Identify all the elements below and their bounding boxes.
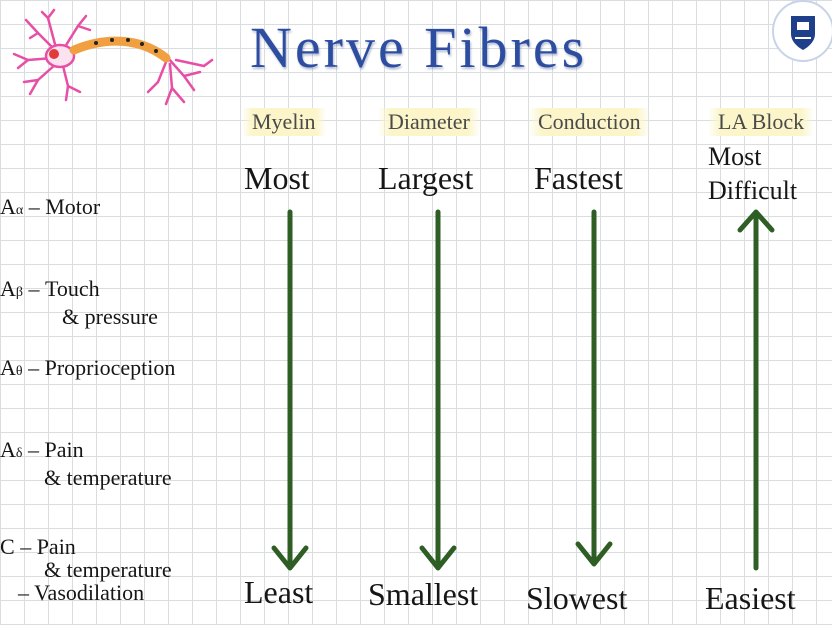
conduction-down-arrow [575, 209, 613, 567]
row-a-delta-prefix: A [0, 437, 16, 462]
column-header-myelin: Myelin [242, 108, 326, 136]
row-c-line3: – Vasodilation [18, 580, 145, 605]
row-a-theta-sub: θ [15, 364, 23, 379]
myelin-down-arrow [271, 209, 309, 571]
row-a-theta: Aθ – Proprioception [0, 356, 175, 384]
conduction-top-label: Fastest [534, 160, 623, 196]
row-a-alpha-line1: – Motor [28, 194, 101, 219]
row-a-beta-prefix: A [0, 276, 16, 301]
row-a-theta-line1: – Proprioception [28, 355, 176, 380]
myelin-bottom-label: Least [244, 574, 314, 610]
row-a-beta-sub: β [15, 285, 24, 300]
row-a-delta-line1: – Pain [28, 437, 84, 462]
row-a-beta-line2: & pressure [62, 304, 158, 329]
row-a-alpha-sub: α [15, 203, 24, 218]
conduction-bottom-label: Slowest [526, 580, 628, 616]
university-crest-logo [772, 0, 832, 62]
column-header-conduction: Conduction [528, 108, 651, 136]
row-c-line1: – Pain [20, 534, 76, 559]
row-a-delta-line2: & temperature [44, 465, 172, 490]
row-c-line2: & temperature [44, 557, 172, 582]
row-a-alpha-prefix: A [0, 194, 16, 219]
page-title: Nerve Fibres [250, 15, 588, 80]
myelin-top-label: Most [244, 160, 310, 196]
row-a-beta: Aβ – Touch & pressure [0, 277, 158, 329]
row-a-delta: Aδ – Pain & temperature [0, 438, 172, 490]
row-a-alpha: Aα – Motor [0, 195, 100, 223]
la-block-top-label: Most Difficult [708, 140, 797, 208]
la-block-top-line1: Most [708, 142, 762, 171]
row-a-theta-prefix: A [0, 355, 16, 380]
la-block-top-line2: Difficult [708, 176, 798, 205]
diameter-bottom-label: Smallest [368, 576, 479, 612]
neuron-icon [12, 8, 214, 106]
row-a-beta-line1: – Touch [28, 276, 100, 301]
row-c-prefix: C [0, 534, 15, 559]
la-block-up-arrow [737, 209, 775, 571]
column-header-la-block: LA Block [708, 108, 815, 136]
row-a-delta-sub: δ [15, 446, 23, 461]
diameter-down-arrow [419, 209, 457, 571]
diameter-top-label: Largest [378, 160, 474, 196]
la-block-bottom-label: Easiest [705, 580, 796, 616]
row-c: C – Pain & temperature – Vasodilation [0, 535, 172, 605]
column-header-diameter: Diameter [378, 108, 480, 136]
